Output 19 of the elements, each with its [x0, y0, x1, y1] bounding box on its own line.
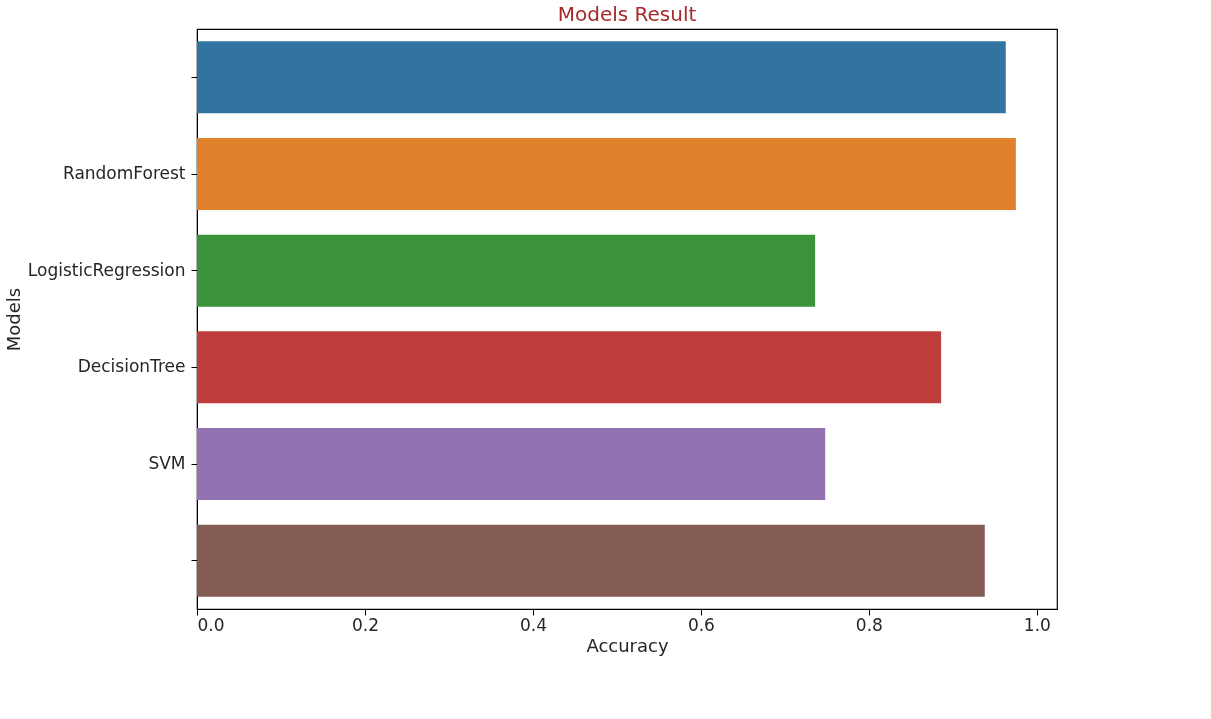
y-tick-label: DecisionTree: [77, 356, 186, 377]
y-tick-label: SVM: [148, 453, 186, 473]
bar: [197, 234, 816, 307]
chart-title: Models Result: [557, 2, 697, 26]
bar: [197, 524, 985, 597]
x-tick-label: 0.2: [351, 614, 379, 635]
x-tick-label: 0.8: [855, 614, 883, 635]
x-tick-label: 0.0: [197, 614, 225, 635]
y-tick-label: LogisticRegression: [27, 259, 186, 280]
bar: [197, 138, 1016, 210]
x-axis-title: Accuracy: [586, 634, 669, 656]
y-tick-label: RandomForest: [62, 163, 186, 183]
x-tick-label: 0.4: [519, 614, 547, 635]
x-tick-label: 0.6: [687, 614, 715, 635]
y-axis-title: Models: [2, 287, 24, 352]
x-tick-label: 1.0: [1023, 614, 1051, 635]
bar: [197, 41, 1006, 114]
bar: [197, 428, 826, 500]
bar: [197, 331, 942, 404]
